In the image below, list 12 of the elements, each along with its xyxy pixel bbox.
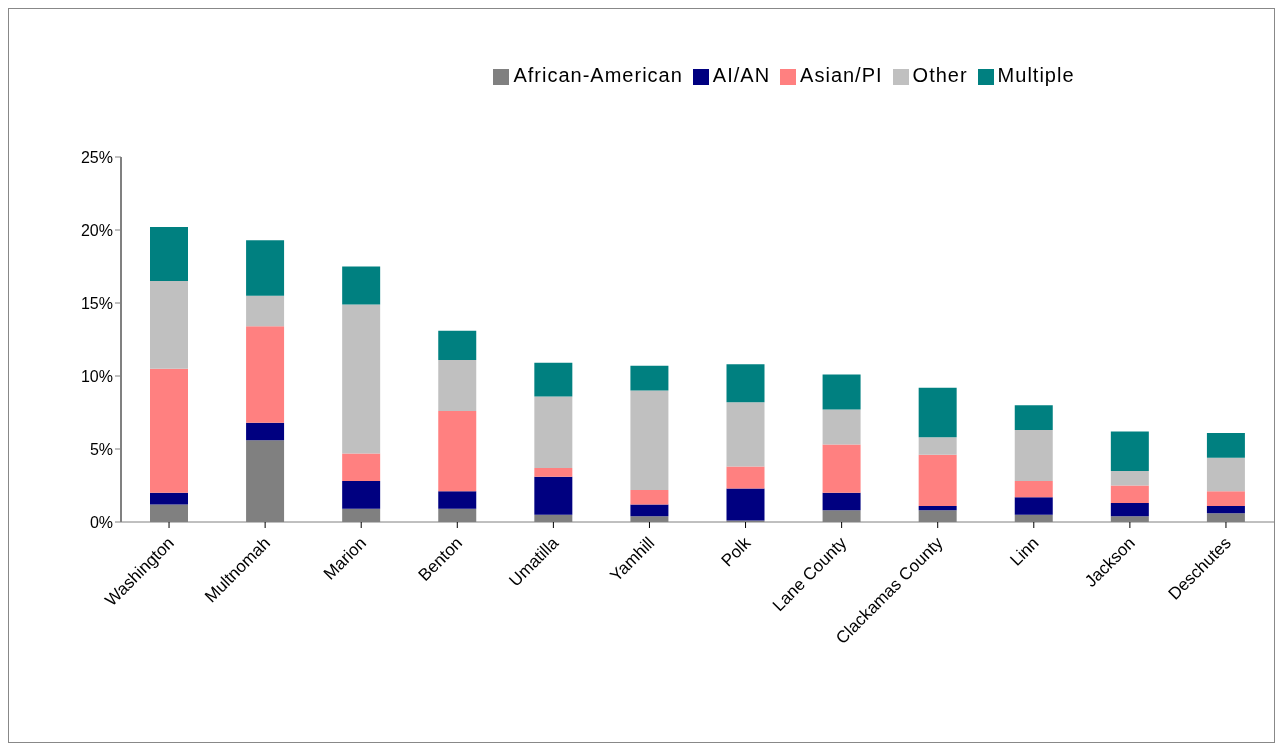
x-tick-label: Linn <box>1006 533 1043 570</box>
y-tick-label: 20% <box>80 221 113 239</box>
y-tick-label: 5% <box>89 440 113 458</box>
legend-label: Other <box>912 64 968 86</box>
legend-label: AI/AN <box>712 64 771 86</box>
legend-label: Multiple <box>997 64 1075 86</box>
legend-label: African-American <box>513 64 683 86</box>
y-tick-label: 10% <box>80 367 113 385</box>
y-tick-label: 15% <box>80 294 113 312</box>
y-tick-label: 0% <box>89 513 113 531</box>
legend-label: Asian/PI <box>800 64 883 86</box>
y-tick-label: 25% <box>80 148 113 166</box>
